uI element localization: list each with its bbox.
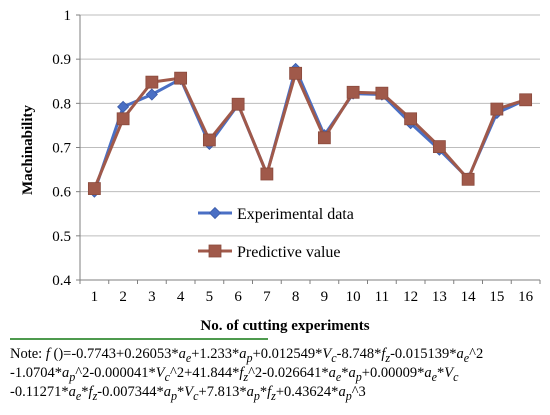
y-tick-label: 0.8 [52,96,71,112]
data-point [145,88,158,101]
y-tick-labels: 0.4 0.5 0.6 0.7 0.8 0.9 1 [52,8,80,289]
data-point [145,75,159,89]
x-tick-label: 13 [432,289,447,305]
data-point [519,93,533,107]
x-tick-label: 1 [91,289,99,305]
y-tick-label: 0.5 [52,229,71,245]
y-tick-label: 0.7 [52,141,71,157]
y-axis-label: Machinability [20,105,36,196]
legend-label: Predictive value [237,244,341,261]
data-point [317,131,331,145]
x-tick-label: 12 [403,289,418,305]
data-point [117,100,130,113]
data-point [260,167,274,181]
data-point [231,97,245,111]
legend-label: Experimental data [237,206,354,223]
data-point [202,133,216,147]
legend: Experimental data Predictive value [198,206,354,261]
x-tick-label: 2 [119,289,127,305]
x-axis-label: No. of cutting experiments [200,318,369,334]
data-point [289,66,303,80]
data-point [375,86,389,100]
note-divider [10,338,268,340]
series-layer [87,62,533,198]
y-tick-label: 1 [64,8,72,24]
x-tick-label: 6 [234,289,242,305]
formula-line-2: -1.0704*ap^2-0.000041*Vc^2+41.844*fz^2-0… [10,365,459,384]
data-point [490,102,504,116]
y-tick-label: 0.4 [52,273,71,289]
formula-line-1: Note: f ()=-0.7743+0.26053*ae+1.233*ap+0… [10,346,484,365]
series-line [92,71,527,190]
series-predictive-value [87,66,533,195]
x-tick-labels: 1 2 3 4 5 6 7 8 9 10 11 12 13 14 15 16 [79,280,541,305]
formula-line-3: -0.11271*ae*fz-0.007344*ap*Vc+7.813*ap*f… [10,384,366,403]
legend-item: Predictive value [198,244,341,261]
data-point [87,182,101,195]
gridlines [80,14,540,281]
data-point [461,172,475,186]
legend-marker [208,244,222,258]
x-tick-label: 9 [321,289,329,305]
x-tick-label: 7 [263,289,271,305]
x-tick-label: 11 [375,289,389,305]
data-point [432,140,446,154]
x-tick-label: 15 [489,289,504,305]
x-tick-label: 5 [206,289,214,305]
legend-item: Experimental data [198,206,354,223]
x-tick-label: 4 [177,289,185,305]
x-tick-label: 8 [292,289,300,305]
data-point [116,112,130,126]
data-point [404,112,418,126]
y-tick-label: 0.6 [52,185,71,201]
y-tick-label: 0.9 [52,52,71,68]
x-tick-label: 3 [148,289,156,305]
x-tick-label: 14 [461,289,477,305]
x-tick-label: 16 [518,289,534,305]
legend-marker [208,206,222,220]
x-tick-label: 10 [346,289,361,305]
data-point [346,85,360,99]
data-point [174,71,188,85]
